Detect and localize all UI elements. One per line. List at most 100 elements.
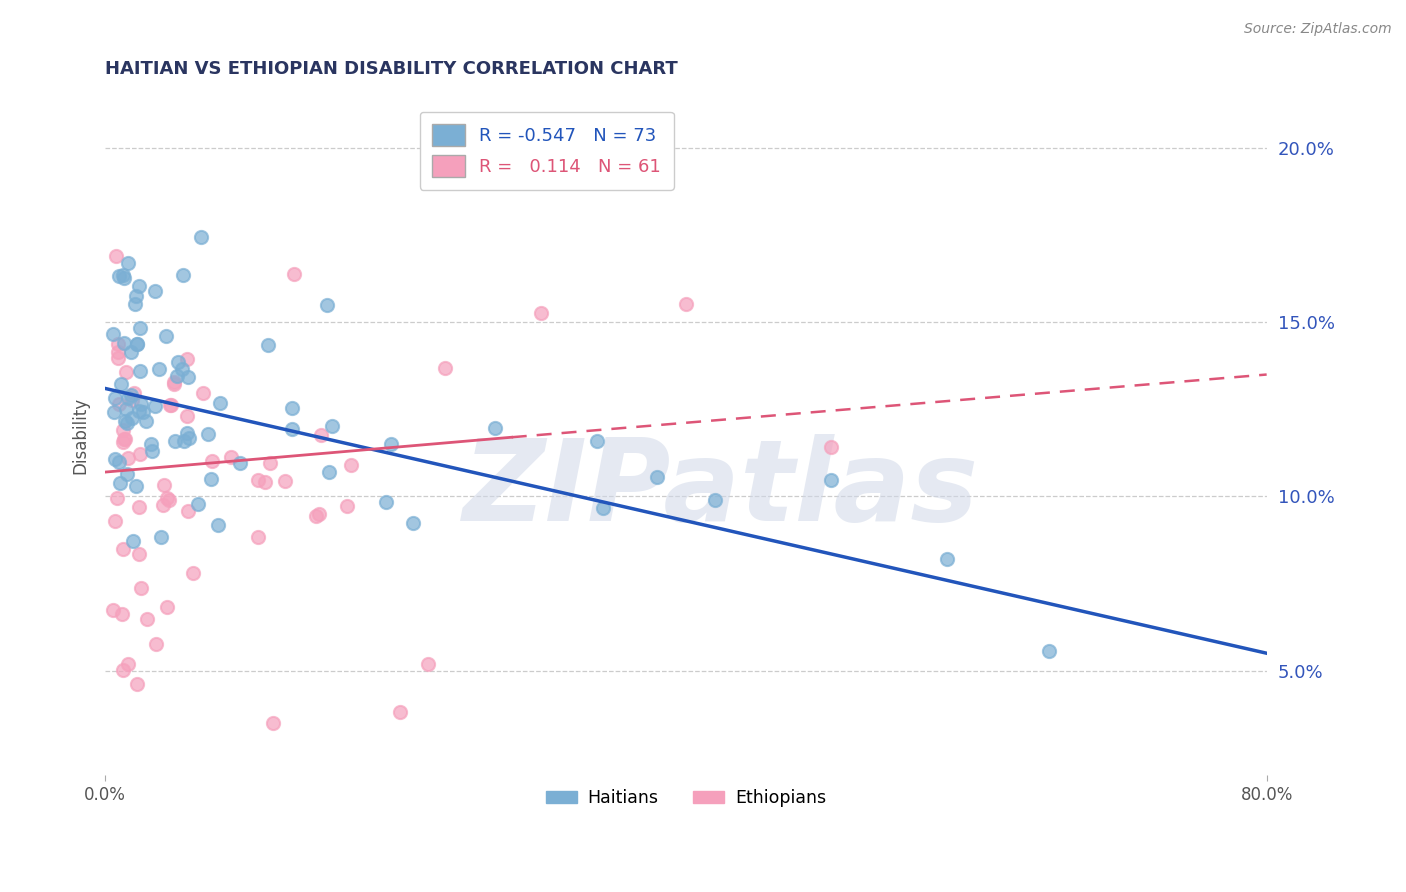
Point xyxy=(117,657,139,671)
Point xyxy=(336,499,359,513)
Point xyxy=(129,581,152,595)
Point xyxy=(163,376,186,391)
Point xyxy=(318,466,340,480)
Legend: Haitians, Ethiopians: Haitians, Ethiopians xyxy=(538,782,832,814)
Point xyxy=(280,401,302,415)
Point xyxy=(201,453,224,467)
Point xyxy=(120,345,142,359)
Point xyxy=(484,421,506,435)
Point xyxy=(177,504,200,518)
Point xyxy=(160,397,183,411)
Point xyxy=(112,432,135,446)
Point xyxy=(125,479,148,493)
Point xyxy=(127,337,149,351)
Point xyxy=(111,607,134,621)
Point xyxy=(115,416,138,430)
Point xyxy=(107,269,129,284)
Point xyxy=(155,328,177,343)
Point xyxy=(187,497,209,511)
Point xyxy=(111,268,134,283)
Point xyxy=(117,391,139,405)
Point xyxy=(176,426,198,441)
Point xyxy=(167,355,190,369)
Point xyxy=(143,399,166,413)
Point xyxy=(125,677,148,691)
Point xyxy=(115,467,138,481)
Point xyxy=(283,268,305,282)
Point xyxy=(281,422,304,436)
Point xyxy=(112,335,135,350)
Point xyxy=(128,500,150,515)
Point xyxy=(172,361,194,376)
Point xyxy=(108,455,131,469)
Point xyxy=(103,326,125,341)
Point xyxy=(253,475,276,489)
Point xyxy=(704,492,727,507)
Point xyxy=(135,414,157,428)
Point xyxy=(125,289,148,303)
Point xyxy=(112,663,135,677)
Point xyxy=(128,364,150,378)
Point xyxy=(143,284,166,298)
Point xyxy=(157,492,180,507)
Point xyxy=(209,395,232,409)
Point xyxy=(374,495,396,509)
Point xyxy=(122,386,145,401)
Point xyxy=(152,478,174,492)
Point xyxy=(121,393,143,408)
Point xyxy=(586,434,609,448)
Point xyxy=(117,450,139,465)
Point xyxy=(191,385,214,400)
Point xyxy=(172,268,194,282)
Point xyxy=(308,507,330,521)
Point xyxy=(104,248,127,262)
Point xyxy=(103,514,125,528)
Point xyxy=(122,534,145,549)
Point xyxy=(141,443,163,458)
Point xyxy=(114,414,136,428)
Point xyxy=(1038,644,1060,658)
Point xyxy=(105,491,128,505)
Point xyxy=(309,428,332,442)
Point xyxy=(103,451,125,466)
Point xyxy=(159,398,181,412)
Point xyxy=(181,566,204,581)
Point xyxy=(108,397,131,411)
Point xyxy=(128,447,150,461)
Point xyxy=(190,230,212,244)
Y-axis label: Disability: Disability xyxy=(72,397,89,474)
Point xyxy=(401,516,423,531)
Point xyxy=(110,376,132,391)
Point xyxy=(112,270,135,285)
Point xyxy=(107,336,129,351)
Point xyxy=(132,405,155,419)
Point xyxy=(128,279,150,293)
Point xyxy=(149,530,172,544)
Point xyxy=(675,296,697,310)
Point xyxy=(165,434,187,448)
Point xyxy=(120,388,142,402)
Point xyxy=(200,472,222,486)
Point xyxy=(148,361,170,376)
Point xyxy=(129,321,152,335)
Point xyxy=(114,432,136,446)
Point xyxy=(380,436,402,450)
Point xyxy=(125,336,148,351)
Point xyxy=(257,337,280,351)
Point xyxy=(117,256,139,270)
Point xyxy=(152,498,174,512)
Point xyxy=(207,517,229,532)
Point xyxy=(262,715,284,730)
Point xyxy=(176,370,198,384)
Point xyxy=(124,297,146,311)
Point xyxy=(315,298,337,312)
Point xyxy=(104,391,127,405)
Point xyxy=(305,509,328,524)
Point xyxy=(418,657,440,671)
Point xyxy=(592,500,614,515)
Point xyxy=(166,369,188,384)
Point xyxy=(197,426,219,441)
Point xyxy=(936,551,959,566)
Point xyxy=(103,405,125,419)
Point xyxy=(340,458,363,472)
